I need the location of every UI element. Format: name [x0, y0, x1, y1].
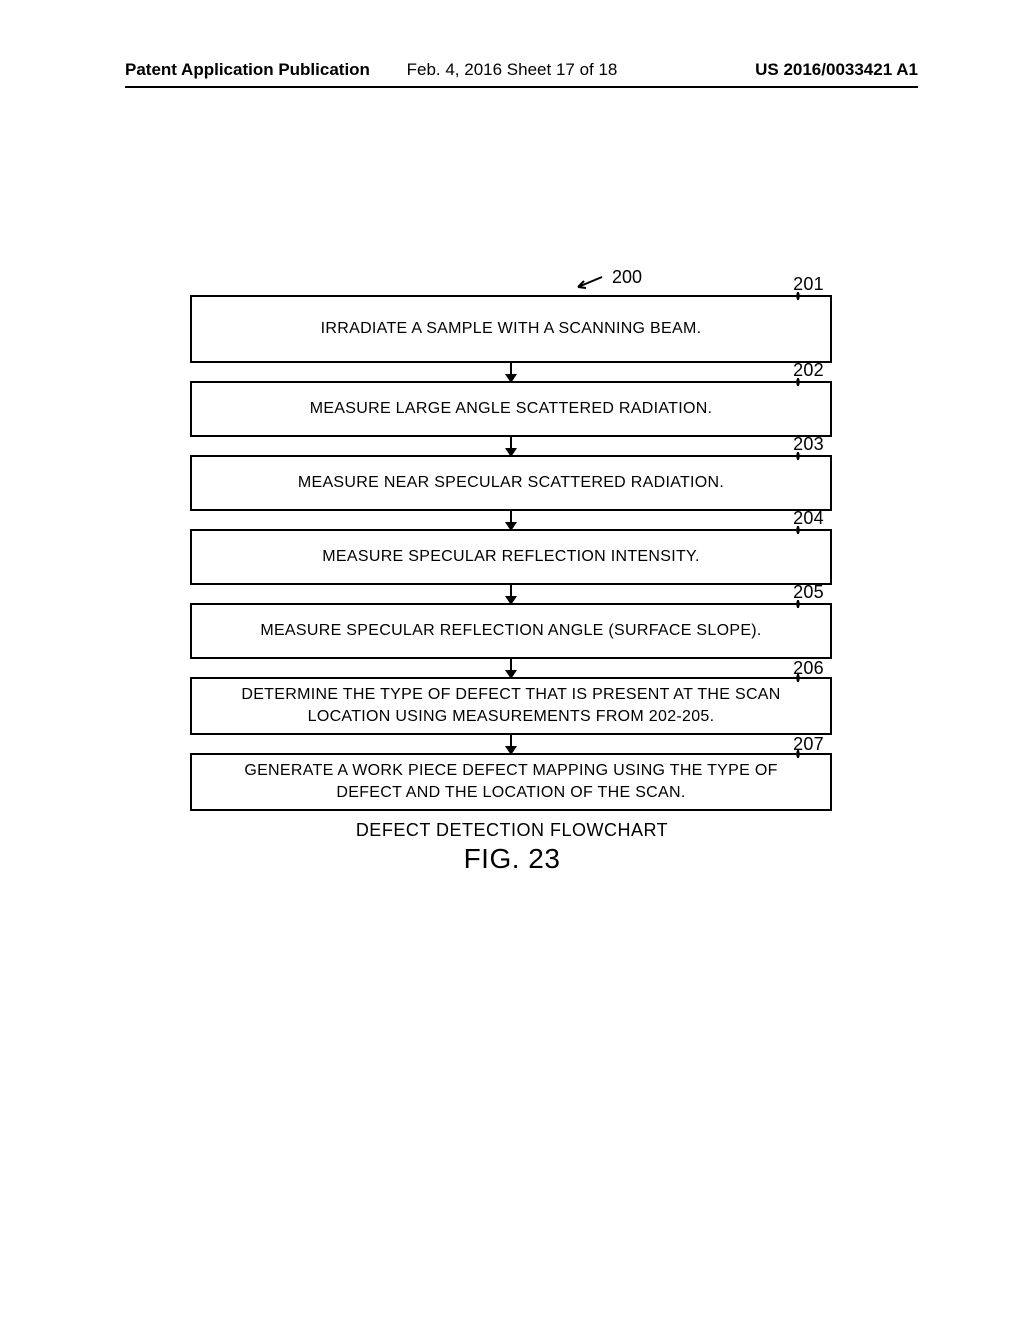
arrow-down-icon — [190, 659, 832, 677]
step-text: IRRADIATE A SAMPLE WITH A SCANNING BEAM. — [321, 320, 702, 338]
step-text-line: GENERATE A WORK PIECE DEFECT MAPPING USI… — [244, 760, 777, 782]
arrow-down-icon — [190, 511, 832, 529]
page-header: Patent Application Publication Feb. 4, 2… — [0, 60, 1024, 80]
ref-tick-icon — [796, 600, 806, 608]
step-text: MEASURE LARGE ANGLE SCATTERED RADIATION. — [310, 400, 713, 418]
step-text: MEASURE NEAR SPECULAR SCATTERED RADIATIO… — [298, 474, 724, 492]
flowchart-step: 201IRRADIATE A SAMPLE WITH A SCANNING BE… — [190, 295, 832, 363]
flowchart-step: 202MEASURE LARGE ANGLE SCATTERED RADIATI… — [190, 381, 832, 437]
ref-arrow-icon — [576, 275, 604, 289]
ref-tick-icon — [796, 750, 806, 758]
header-right: US 2016/0033421 A1 — [755, 60, 918, 80]
caption-figure-number: FIG. 23 — [0, 843, 1024, 875]
arrow-down-icon — [190, 585, 832, 603]
ref-tick-icon — [796, 378, 806, 386]
arrow-down-icon — [190, 735, 832, 753]
flowchart-step: 203MEASURE NEAR SPECULAR SCATTERED RADIA… — [190, 455, 832, 511]
header-left: Patent Application Publication — [125, 60, 370, 80]
step-text-line: DEFECT AND THE LOCATION OF THE SCAN. — [336, 782, 685, 804]
caption-title: DEFECT DETECTION FLOWCHART — [0, 820, 1024, 841]
flowchart-step: 206DETERMINE THE TYPE OF DEFECT THAT IS … — [190, 677, 832, 735]
arrow-down-icon — [190, 363, 832, 381]
step-text-line: DETERMINE THE TYPE OF DEFECT THAT IS PRE… — [241, 684, 780, 706]
arrow-down-icon — [190, 437, 832, 455]
step-text: MEASURE SPECULAR REFLECTION INTENSITY. — [322, 548, 699, 566]
ref-tick-icon — [796, 292, 806, 300]
flowchart-step: 207GENERATE A WORK PIECE DEFECT MAPPING … — [190, 753, 832, 811]
step-text-line: LOCATION USING MEASUREMENTS FROM 202-205… — [308, 706, 715, 728]
flowchart-container: 200 201IRRADIATE A SAMPLE WITH A SCANNIN… — [190, 295, 832, 811]
flowchart-main-ref: 200 — [612, 267, 642, 288]
ref-tick-icon — [796, 452, 806, 460]
figure-caption: DEFECT DETECTION FLOWCHART FIG. 23 — [0, 820, 1024, 875]
ref-tick-icon — [796, 526, 806, 534]
flowchart-step: 204MEASURE SPECULAR REFLECTION INTENSITY… — [190, 529, 832, 585]
header-divider — [125, 86, 918, 88]
header-center: Feb. 4, 2016 Sheet 17 of 18 — [407, 60, 618, 80]
step-text: MEASURE SPECULAR REFLECTION ANGLE (SURFA… — [260, 622, 761, 640]
flowchart-step: 205MEASURE SPECULAR REFLECTION ANGLE (SU… — [190, 603, 832, 659]
ref-tick-icon — [796, 674, 806, 682]
